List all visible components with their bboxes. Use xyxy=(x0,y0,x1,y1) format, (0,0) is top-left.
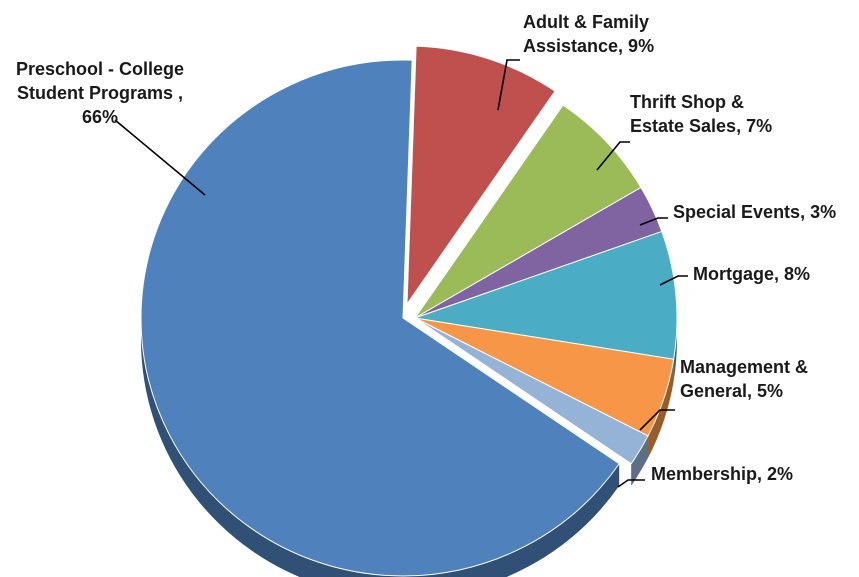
slice-label-line: Student Programs , xyxy=(17,83,183,103)
pie-slice-membership xyxy=(414,317,649,465)
leader-line-adult-family-assistance xyxy=(497,59,520,111)
pie-slice-adult-family-assistance xyxy=(406,45,556,306)
slice-label-membership: Membership, 2% xyxy=(651,464,793,484)
pie-slice-thrift-shop-estate-sales xyxy=(414,104,642,319)
slice-label-line: Membership, 2% xyxy=(651,464,793,484)
slice-label-line: Estate Sales, 7% xyxy=(630,116,772,136)
pie-top-layer xyxy=(140,45,678,577)
slice-label-thrift-shop-estate-sales: Thrift Shop & Estate Sales, 7% xyxy=(630,92,772,136)
slice-label-mortgage: Mortgage, 8% xyxy=(693,264,810,284)
leader-line-management-general xyxy=(639,409,675,431)
slice-label-line: Management & xyxy=(680,357,808,377)
slice-label-line: Mortgage, 8% xyxy=(693,264,810,284)
slice-label-special-events: Special Events, 3% xyxy=(673,202,836,222)
pie-slice-preschool-college-student-programs xyxy=(140,59,620,577)
pie-slice-mortgage xyxy=(414,230,678,360)
slice-label-line: Special Events, 3% xyxy=(673,202,836,222)
leader-line-mortgage xyxy=(659,275,688,286)
leader-line-preschool-college-student-programs xyxy=(114,119,206,196)
leader-lines xyxy=(114,59,688,488)
slice-label-line: General, 5% xyxy=(680,381,783,401)
leader-line-thrift-shop-estate-sales xyxy=(596,141,630,171)
slice-label-preschool-college-student-programs: Preschool - College Student Programs , 66% xyxy=(16,59,184,127)
slice-label-line: Adult & Family xyxy=(523,12,649,32)
slice-label-line: Preschool - College xyxy=(16,59,184,79)
slice-label-line: Assistance, 9% xyxy=(523,36,654,56)
pie-slice-side-membership xyxy=(631,435,649,486)
leader-line-membership xyxy=(617,479,645,488)
slice-label-line: Thrift Shop & xyxy=(630,92,744,112)
slice-labels: Adult & Family Assistance, 9% Thrift Shop … xyxy=(16,12,836,484)
slice-label-management-general: Management & General, 5% xyxy=(680,357,808,401)
slice-label-line: 66% xyxy=(82,107,118,127)
slice-label-adult-family-assistance: Adult & Family Assistance, 9% xyxy=(523,12,654,56)
leader-line-special-events xyxy=(639,217,668,226)
